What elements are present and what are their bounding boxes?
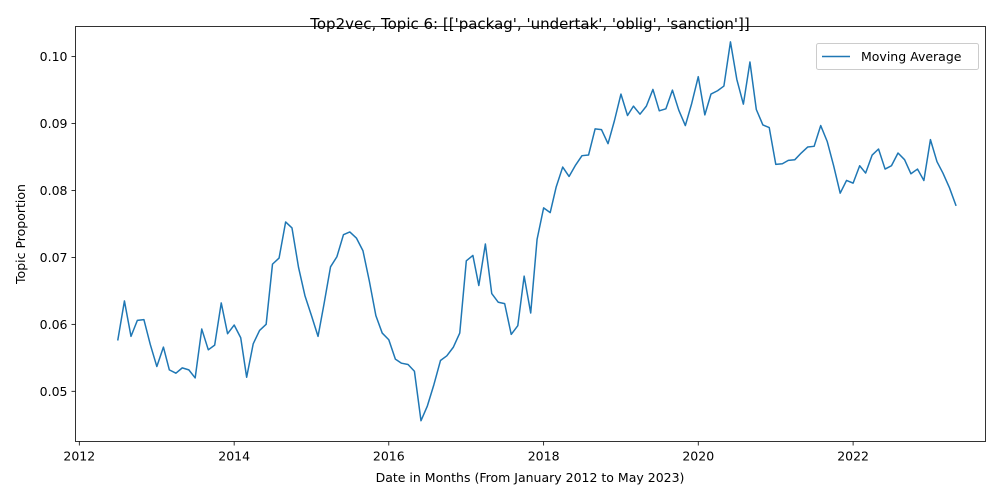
- x-tick-label: 2020: [682, 449, 714, 464]
- legend-entry-moving-average: Moving Average: [861, 49, 962, 64]
- legend-box: [816, 43, 979, 70]
- y-tick-label: 0.10: [40, 49, 68, 64]
- y-tick-label: 0.05: [40, 384, 68, 399]
- plot-frame: [75, 26, 986, 442]
- x-tick-label: 2016: [373, 449, 405, 464]
- legend: Moving Average: [816, 43, 979, 70]
- x-tick-label: 2012: [63, 449, 95, 464]
- x-tick-label: 2014: [218, 449, 250, 464]
- series-line-moving-average: [116, 41, 957, 422]
- x-axis-label: Date in Months (From January 2012 to May…: [376, 470, 685, 485]
- y-tick-label: 0.09: [40, 116, 68, 131]
- y-axis-label: Topic Proportion: [13, 184, 28, 285]
- y-tick-label: 0.08: [40, 183, 68, 198]
- y-tick-label: 0.06: [40, 317, 68, 332]
- x-tick-label: 2018: [528, 449, 560, 464]
- y-tick-label: 0.07: [40, 250, 68, 265]
- y-axis-ticks: 0.05 0.06 0.07 0.08 0.09 0.10: [40, 49, 76, 399]
- x-axis-ticks: 2012 2014 2016 2018 2020 2022: [63, 441, 869, 464]
- x-tick-label: 2022: [837, 449, 869, 464]
- chart-title: Top2vec, Topic 6: [['packag', 'undertak'…: [309, 15, 749, 33]
